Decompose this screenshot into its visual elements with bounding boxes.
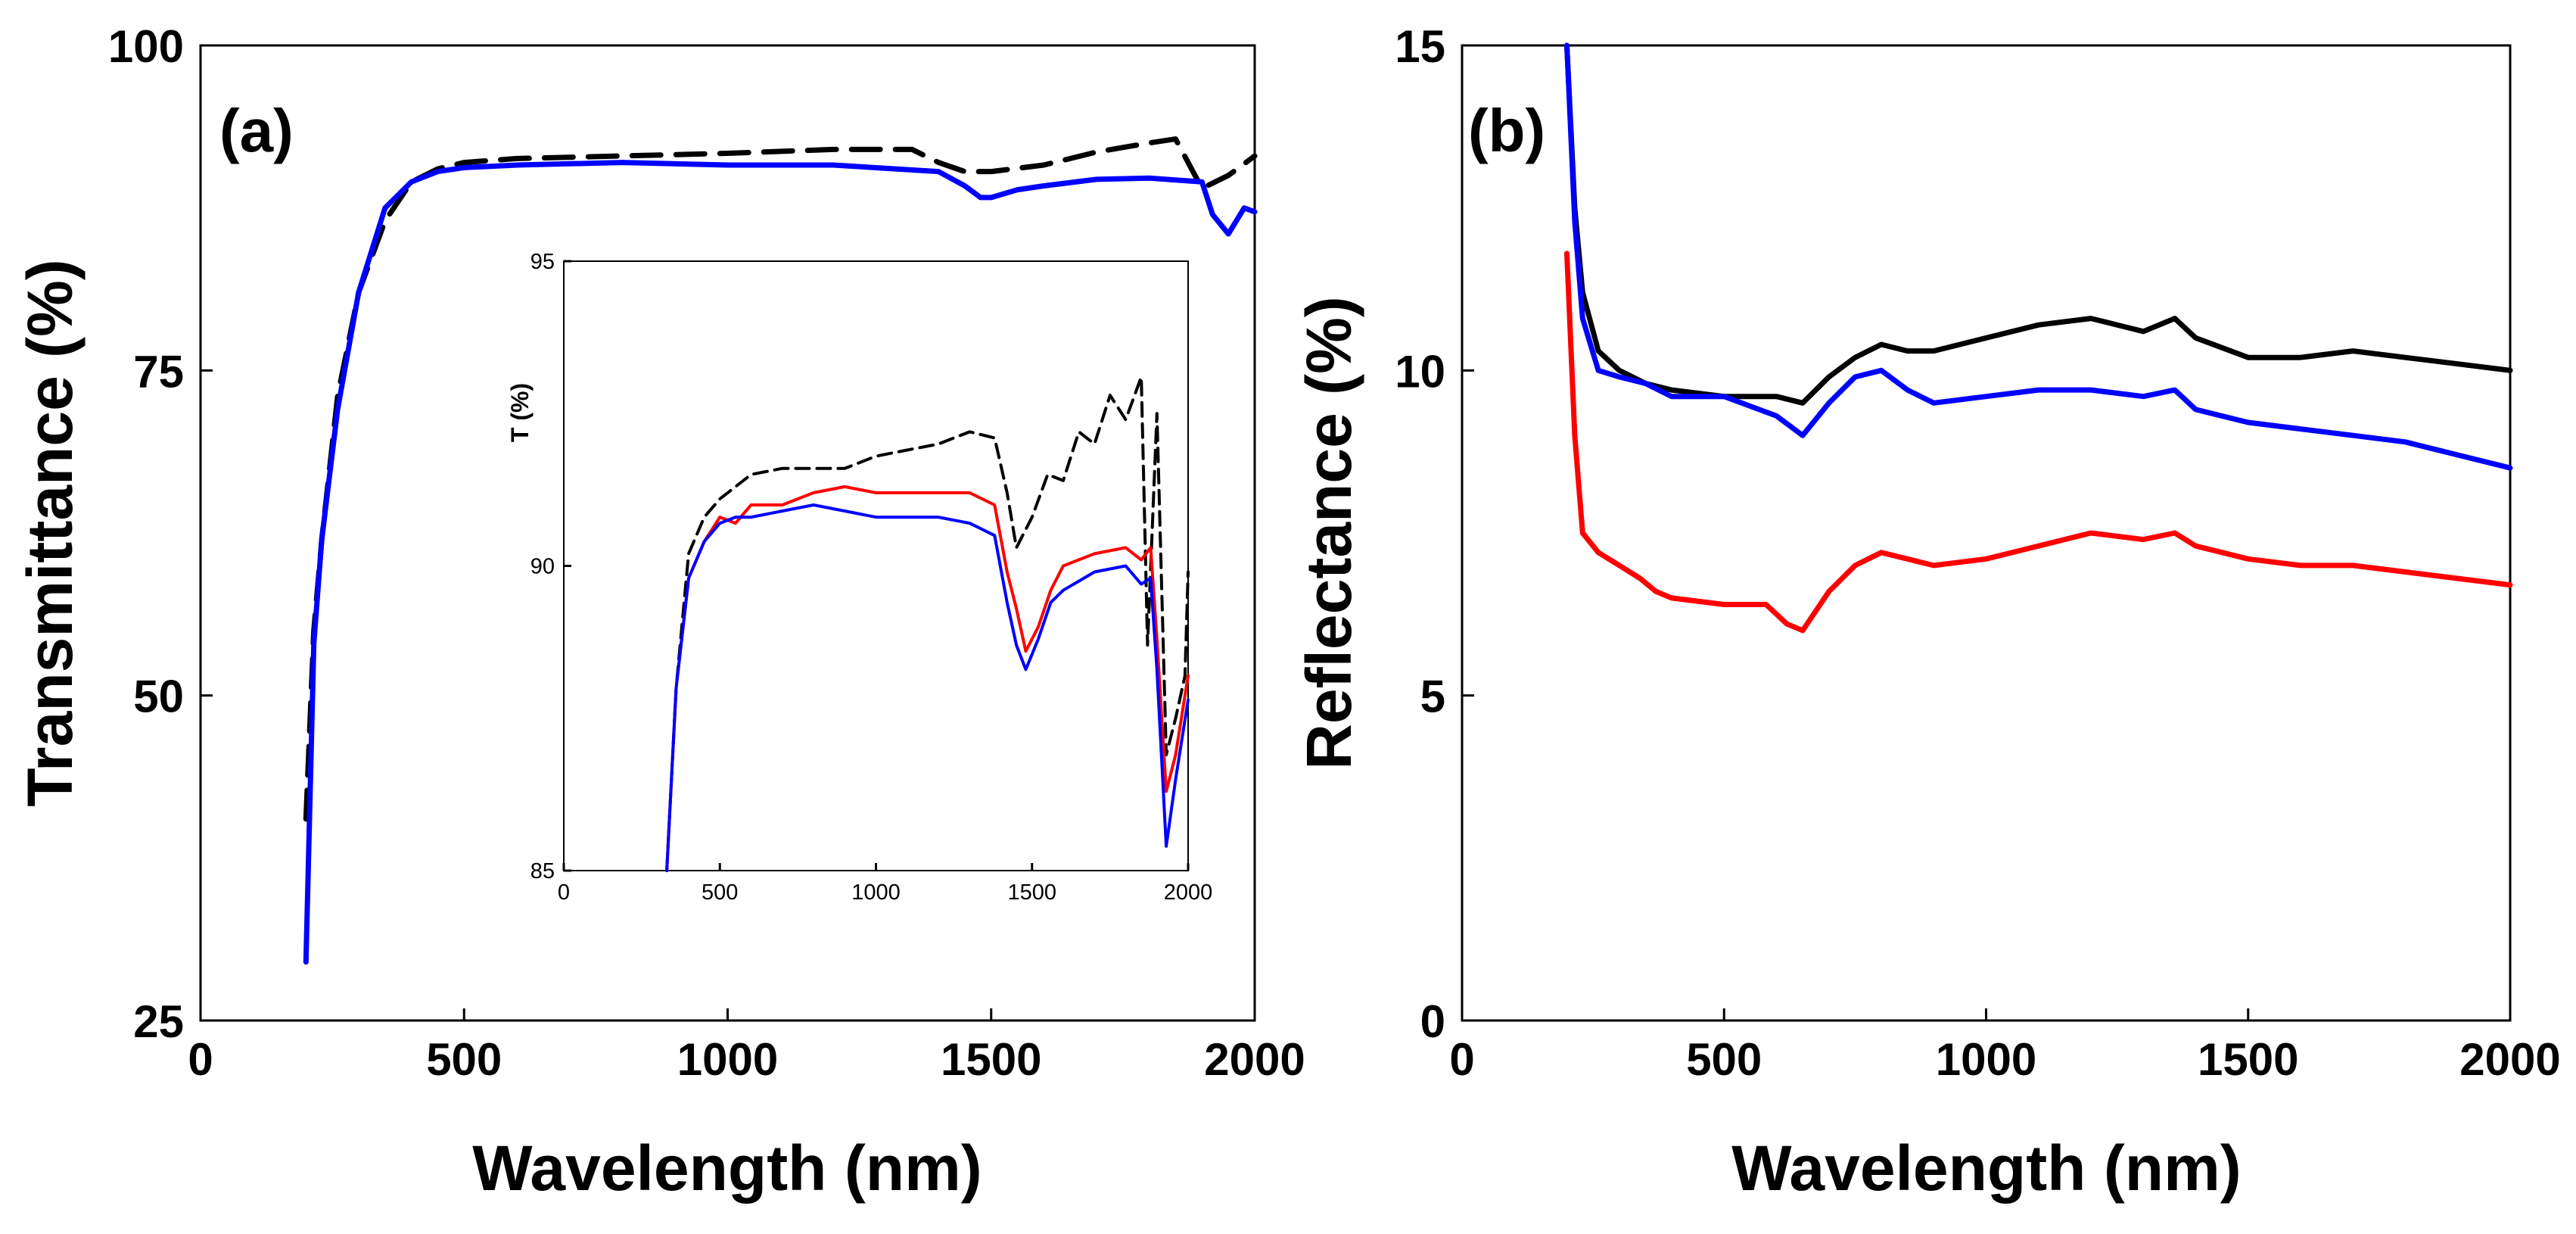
inset-series	[665, 375, 1190, 872]
inset-series-black-dashed	[665, 375, 1190, 872]
panel-a-inset: T (%) 0 500 1000 1500 2000 85 90 95	[506, 250, 1212, 905]
b-xtick-label-4: 2000	[2459, 1034, 2560, 1085]
inset-ytick-label-2: 95	[530, 250, 555, 274]
b-xtick-label-0: 0	[1449, 1034, 1474, 1085]
b-xtick-label-2: 1000	[1936, 1034, 2036, 1085]
b-ytick-label-2: 10	[1395, 346, 1445, 397]
inset-xtick-label-0: 0	[558, 880, 570, 905]
panel-a: (a) Wavelength (nm) Transmittance (%) 0 5…	[14, 21, 1305, 1204]
panel-b-ticks: 0 500 1000 1500 2000 0 5 10 15	[1395, 21, 2560, 1085]
a-ytick-label-3: 100	[108, 21, 184, 72]
panel-a-ylabel: Transmittance (%)	[14, 259, 86, 807]
inset-xtick-label-2: 1000	[851, 880, 901, 905]
a-xtick-label-3: 1500	[941, 1034, 1041, 1085]
inset-background	[564, 261, 1188, 871]
inset-xtick-label-4: 2000	[1164, 880, 1213, 905]
panel-a-series	[303, 136, 1258, 965]
panel-b: (b) Wavelength (nm) Reflectance (%) 0 500…	[1293, 21, 2561, 1204]
panel-a-ticks: 0 500 1000 1500 2000 25 50 75 100	[108, 21, 1305, 1085]
b-xtick-label-1: 500	[1686, 1034, 1762, 1085]
inset-xtick-label-1: 500	[702, 880, 738, 905]
b-ytick-label-3: 15	[1395, 21, 1445, 72]
a-xtick-label-4: 2000	[1204, 1034, 1305, 1085]
panel-b-label: (b)	[1468, 97, 1545, 164]
panel-b-ylabel: Reflectance (%)	[1293, 296, 1364, 770]
a-series-blue	[303, 160, 1258, 965]
a-xtick-label-0: 0	[188, 1034, 213, 1085]
a-ytick-label-0: 25	[133, 996, 184, 1047]
panel-b-series	[1564, 42, 2513, 634]
b-xtick-label-3: 1500	[2198, 1034, 2298, 1085]
inset-xtick-label-3: 1500	[1007, 880, 1056, 905]
b-ytick-label-1: 5	[1420, 672, 1445, 722]
a-ytick-label-2: 75	[133, 346, 184, 397]
panel-b-frame	[1461, 44, 2512, 1022]
inset-ylabel: T (%)	[506, 383, 534, 442]
b-series-red	[1564, 251, 2513, 634]
b-series-blue	[1564, 42, 2513, 471]
a-ytick-label-1: 50	[133, 672, 184, 722]
inset-series-red	[665, 485, 1190, 872]
inset-ytick-label-0: 85	[530, 859, 555, 883]
a-xtick-label-1: 500	[426, 1034, 502, 1085]
a-xtick-label-2: 1000	[677, 1034, 778, 1085]
b-series-black	[1564, 42, 2513, 406]
panel-b-xlabel: Wavelength (nm)	[1731, 1133, 2242, 1204]
inset-ytick-label-1: 90	[530, 555, 555, 579]
panel-a-xlabel: Wavelength (nm)	[472, 1133, 982, 1204]
inset-series-blue	[665, 503, 1190, 872]
b-ytick-label-0: 0	[1420, 996, 1445, 1047]
inset-ticks: 0 500 1000 1500 2000 85 90 95	[530, 250, 1213, 905]
panel-a-label: (a)	[219, 97, 294, 164]
